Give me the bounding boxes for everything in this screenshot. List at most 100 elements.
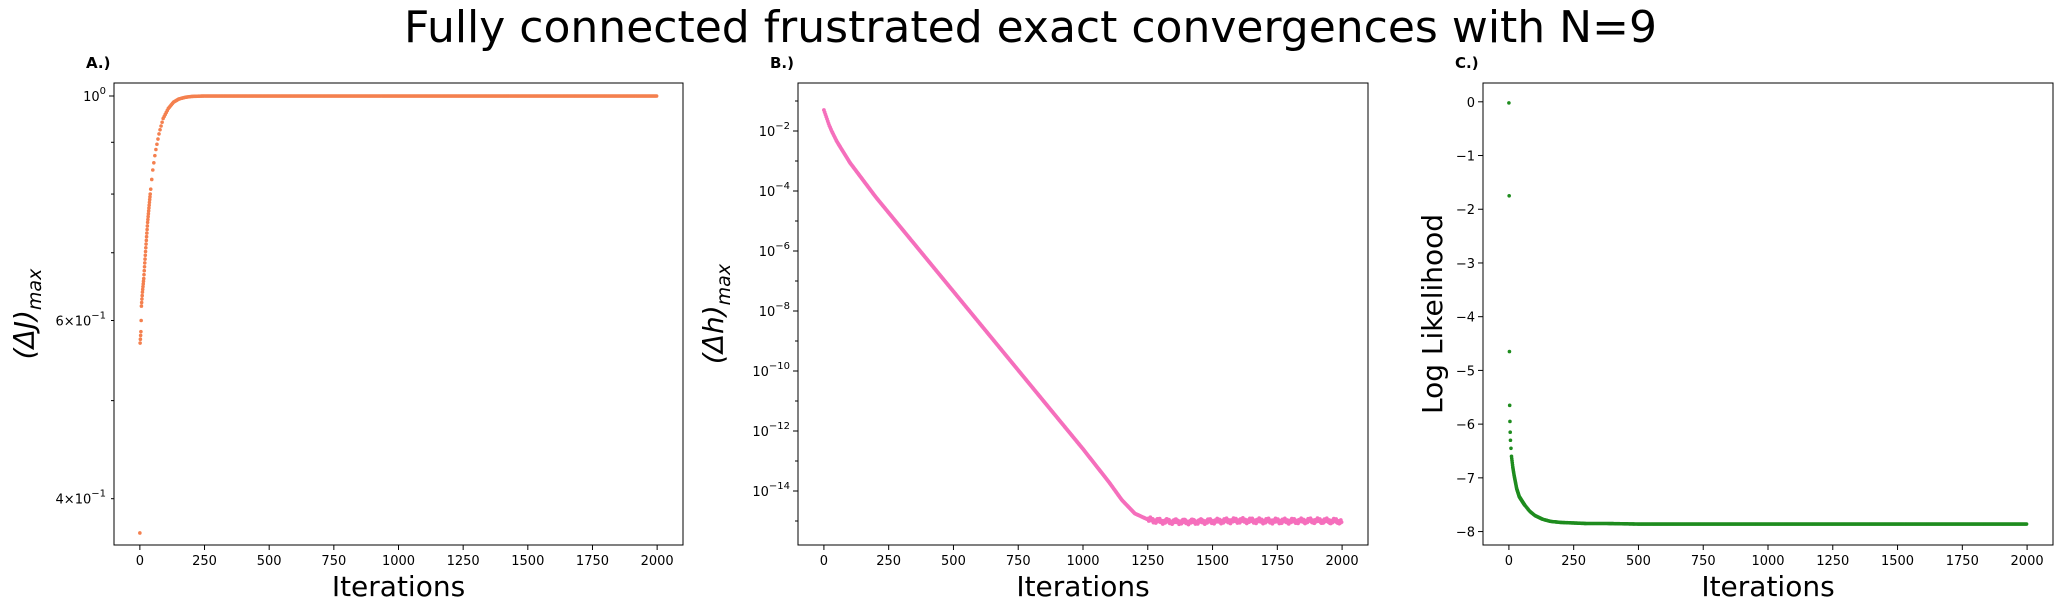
y-tick-label: 0 — [1467, 96, 1475, 111]
figure-title: Fully connected frustrated exact converg… — [404, 2, 1657, 53]
x-tick-label: 1750 — [576, 554, 609, 569]
data-point — [143, 257, 147, 261]
x-tick-label: 250 — [1561, 554, 1586, 569]
data-point — [140, 290, 145, 294]
y-tick-label: −1 — [1456, 150, 1475, 165]
x-axis-label: Iterations — [1701, 570, 1834, 603]
data-point — [146, 217, 150, 222]
x-tick-label: 500 — [941, 554, 966, 569]
data-point — [151, 168, 155, 172]
data-point — [141, 279, 146, 284]
y-tick-label: 10−10 — [752, 361, 790, 380]
x-tick-label: 500 — [1626, 554, 1651, 569]
y-tick-label: 10−14 — [752, 481, 790, 500]
data-point — [147, 200, 152, 205]
x-tick-label: 1500 — [511, 554, 544, 569]
y-tick-label: 10−4 — [759, 181, 790, 200]
data-point — [139, 329, 143, 334]
data-point — [654, 94, 659, 98]
x-tick-label: 250 — [876, 554, 901, 569]
data-point — [146, 214, 150, 219]
x-tick-label: 1250 — [447, 554, 480, 569]
data-point — [142, 268, 147, 273]
y-tick-label: −5 — [1456, 364, 1475, 379]
data-point — [1507, 349, 1512, 354]
x-tick-label: 2000 — [2011, 554, 2044, 569]
data-point — [139, 300, 144, 305]
panel-label: A.) — [86, 54, 110, 72]
data-point — [142, 272, 146, 277]
data-point — [144, 242, 148, 246]
data-point — [147, 203, 151, 207]
y-tick-label: 100 — [83, 86, 106, 105]
data-point — [141, 284, 145, 289]
y-tick-label: 4×10−1 — [56, 489, 106, 508]
data-point — [158, 127, 162, 132]
data-point — [152, 160, 156, 165]
data-point — [148, 192, 153, 196]
data-point — [1507, 194, 1511, 198]
y-tick-label: −3 — [1456, 257, 1475, 272]
data-point — [1507, 403, 1512, 408]
data-point — [144, 245, 148, 250]
y-axis-label: (ΔJ)max — [8, 268, 46, 359]
data-point — [155, 142, 159, 147]
x-axis-label: Iterations — [1016, 570, 1149, 603]
x-tick-label: 1500 — [1881, 554, 1914, 569]
data-point — [1508, 430, 1512, 434]
data-point — [1507, 101, 1511, 105]
data-point — [141, 276, 146, 281]
data-point — [145, 220, 150, 225]
panel-label: B.) — [770, 54, 794, 72]
y-tick-label: 6×10−1 — [56, 310, 106, 329]
data-point — [156, 137, 160, 141]
x-tick-label: 2000 — [1326, 554, 1359, 569]
x-tick-label: 500 — [257, 554, 282, 569]
x-tick-label: 1000 — [1066, 554, 1099, 569]
x-tick-label: 1000 — [382, 554, 415, 569]
data-point — [1508, 438, 1513, 443]
data-point — [139, 318, 143, 323]
y-tick-label: −2 — [1456, 203, 1475, 218]
x-tick-label: 2000 — [641, 554, 674, 569]
data-point — [145, 231, 149, 235]
y-tick-label: −4 — [1456, 311, 1475, 326]
data-point — [147, 197, 152, 202]
y-tick-label: 10−12 — [752, 421, 790, 440]
data-point — [160, 120, 164, 125]
panel-a: 0 250 500 750 1000 1250 1500 1750 2000 100 4×10−1 6… — [8, 54, 684, 603]
axes-frame — [1482, 82, 2054, 546]
data-point — [154, 147, 158, 152]
data-point — [1339, 520, 1344, 525]
y-axis-label: (Δh)max — [697, 263, 735, 364]
data-point — [149, 177, 154, 182]
data-point — [141, 282, 146, 286]
data-point — [1509, 446, 1513, 451]
y-tick-label: 10−2 — [759, 121, 790, 140]
data-point — [145, 227, 149, 232]
data-point — [2024, 522, 2029, 526]
data-point — [153, 153, 157, 158]
x-tick-label: 0 — [1505, 554, 1513, 569]
data-point — [139, 304, 144, 308]
panel-c: 0 250 500 750 1000 1250 1500 1750 2000 0 −1 −2 −3 −4 −… — [1416, 54, 2054, 603]
data-point — [138, 531, 142, 535]
x-tick-label: 750 — [1006, 554, 1031, 569]
data-point — [138, 333, 143, 338]
data-point — [142, 264, 147, 269]
x-tick-label: 1000 — [1751, 554, 1784, 569]
data-point — [140, 287, 145, 292]
x-tick-label: 750 — [1691, 554, 1716, 569]
data-point — [144, 238, 149, 243]
data-point — [143, 249, 148, 254]
axes-frame — [113, 82, 684, 546]
x-tick-label: 750 — [321, 554, 346, 569]
data-point — [146, 209, 151, 213]
data-point — [140, 293, 144, 298]
x-tick-label: 1250 — [1816, 554, 1849, 569]
y-tick-label: −6 — [1456, 418, 1475, 433]
data-point — [144, 234, 149, 239]
data-point — [148, 195, 152, 199]
data-point — [157, 132, 161, 136]
data-point — [1508, 419, 1512, 424]
